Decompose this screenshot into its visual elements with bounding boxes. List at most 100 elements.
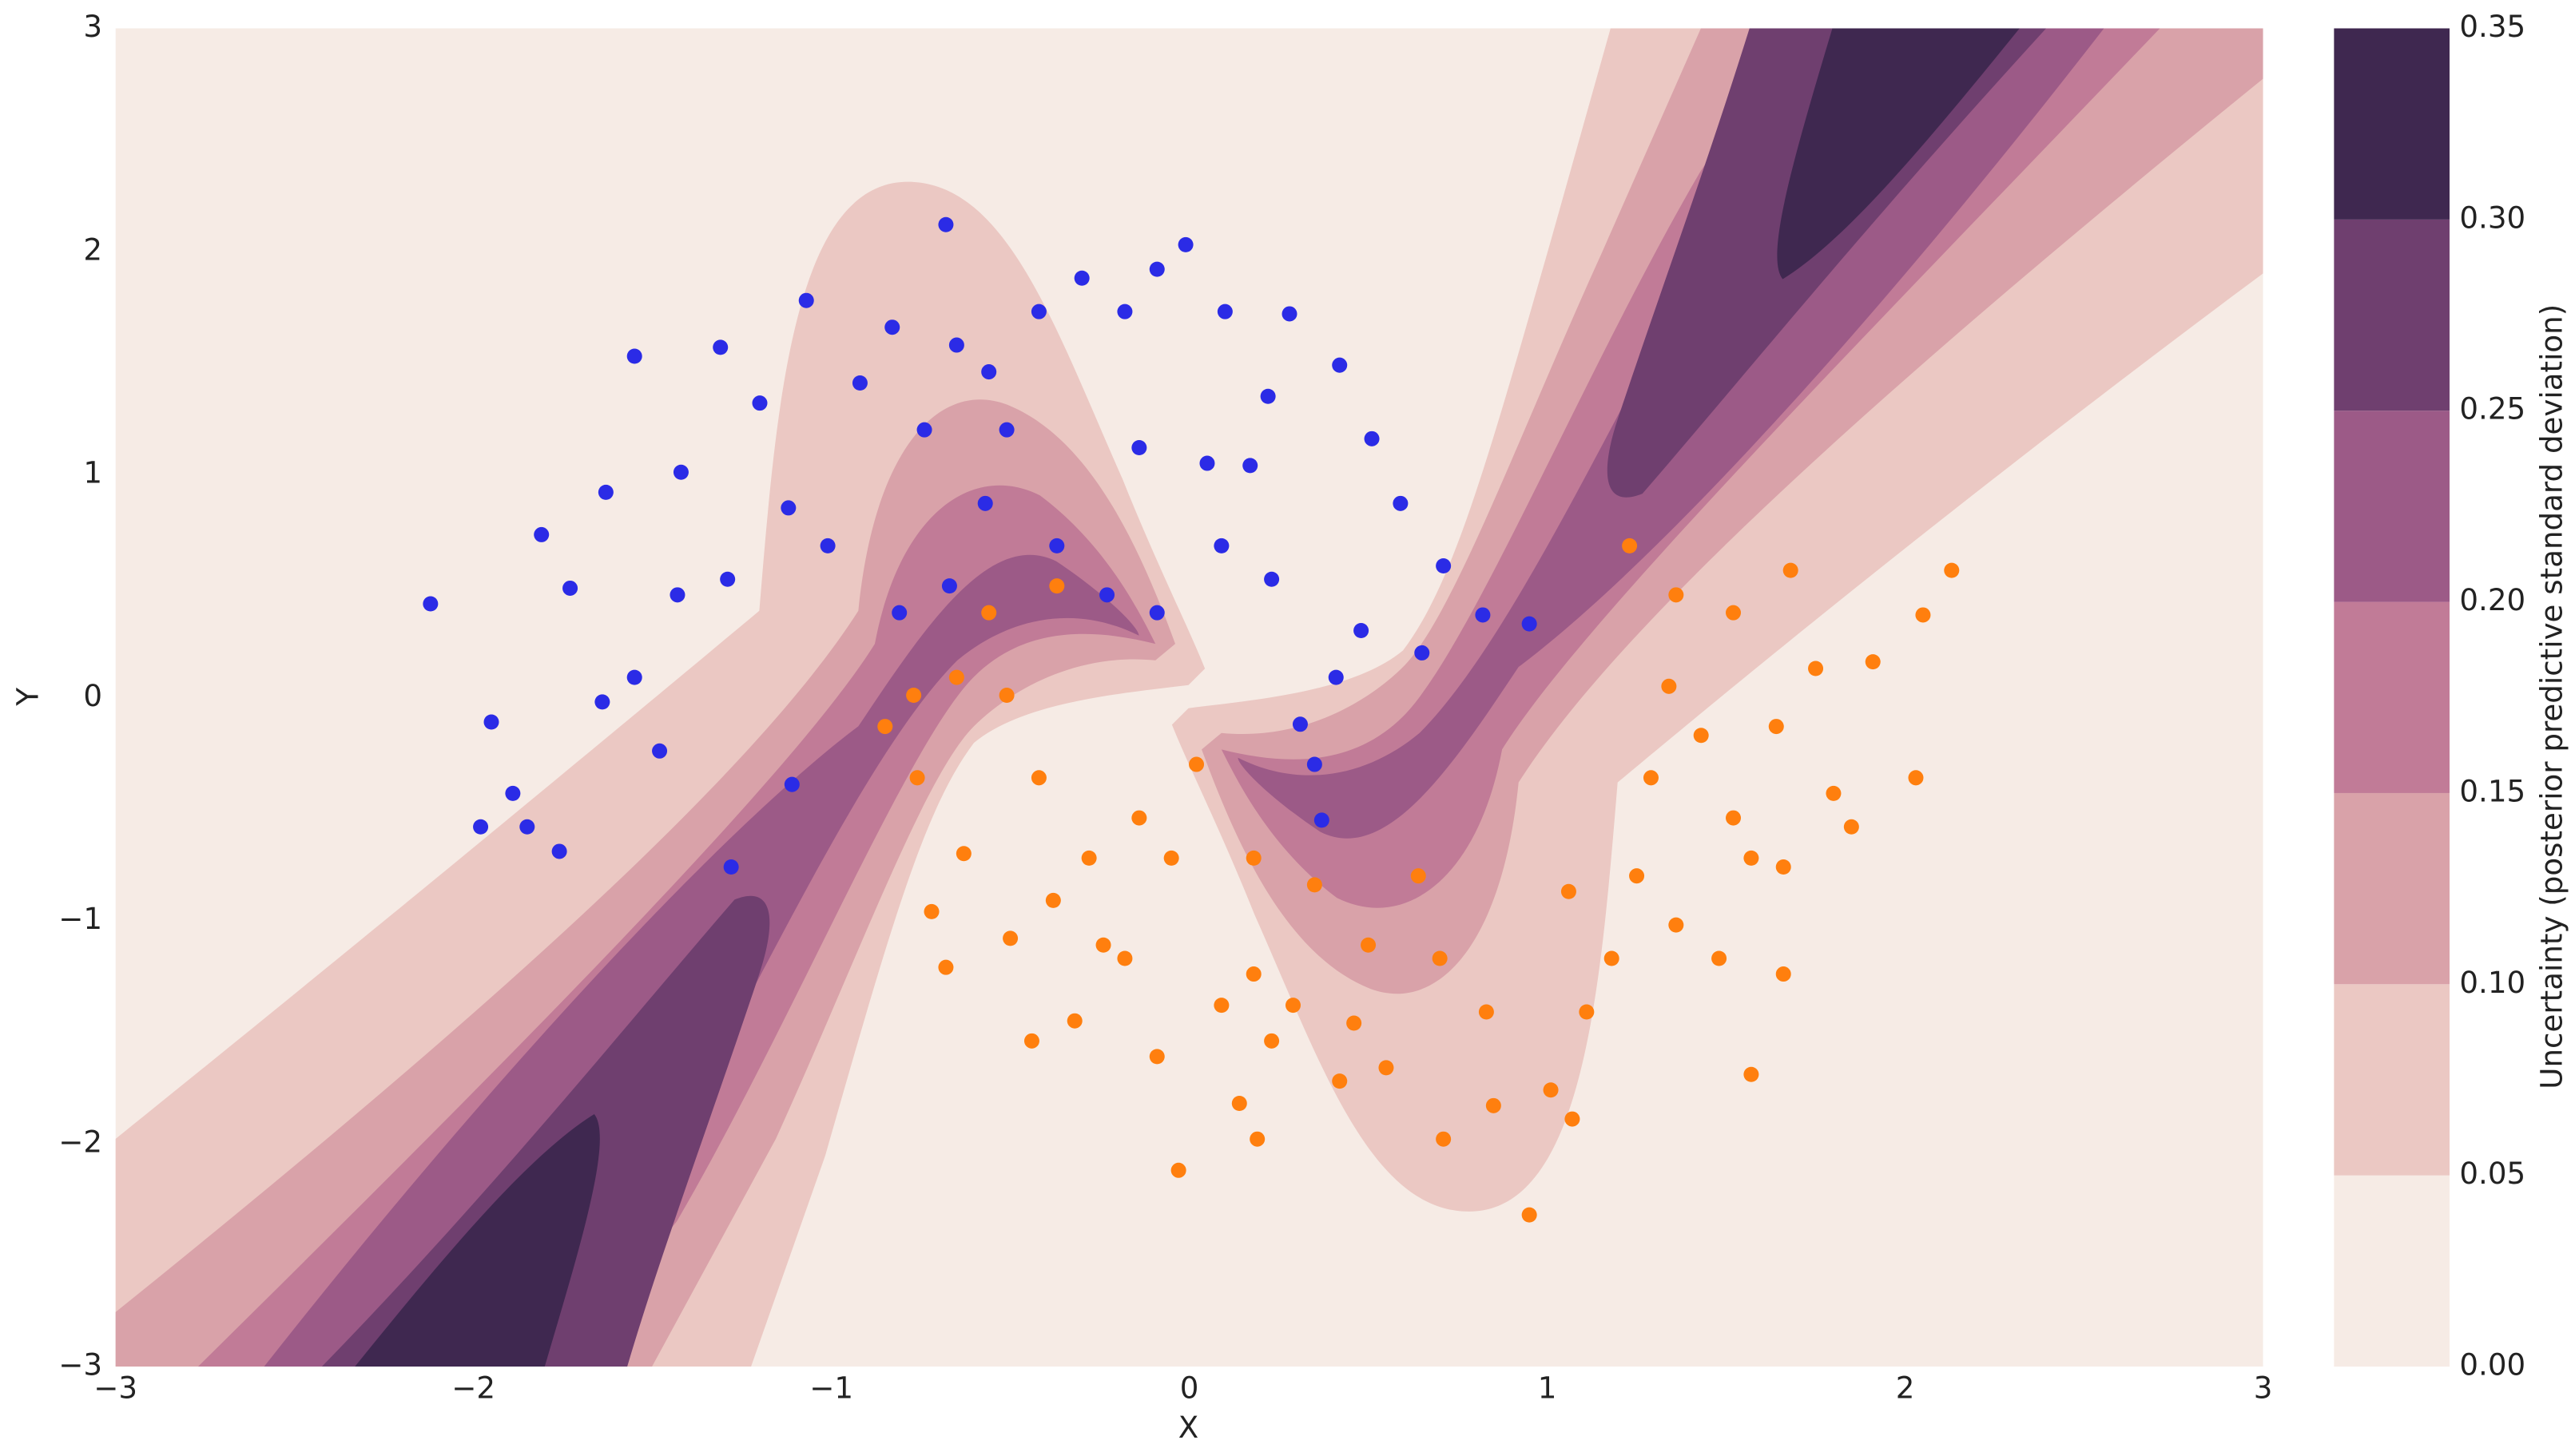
- scatter-point: [784, 776, 800, 792]
- scatter-point: [1031, 770, 1047, 786]
- scatter-point: [473, 819, 489, 835]
- scatter-point: [1332, 1073, 1348, 1089]
- colorbar-tick-label: 0.10: [2459, 965, 2525, 1000]
- scatter-point: [670, 587, 685, 603]
- scatter-point: [1246, 850, 1262, 866]
- scatter-point: [1049, 538, 1065, 553]
- scatter-point: [713, 339, 729, 355]
- y-tick-label: 1: [83, 455, 102, 490]
- scatter-point: [1117, 950, 1133, 966]
- y-tick-label: −2: [58, 1124, 102, 1159]
- scatter-point: [1178, 236, 1194, 252]
- scatter-point: [1170, 1162, 1186, 1178]
- scatter-point: [1199, 455, 1215, 471]
- scatter-point: [1693, 728, 1709, 744]
- scatter-point: [877, 719, 893, 735]
- colorbar-tick-label: 0.05: [2459, 1156, 2525, 1191]
- scatter-point: [884, 319, 900, 335]
- scatter-point: [1003, 930, 1019, 946]
- scatter-point: [977, 495, 993, 511]
- colorbar-tick-label: 0.30: [2459, 200, 2525, 235]
- scatter-point: [1131, 810, 1147, 826]
- scatter-point: [534, 526, 550, 542]
- scatter-point: [1564, 1111, 1580, 1127]
- scatter-point: [1668, 587, 1684, 603]
- scatter-point: [981, 364, 997, 380]
- scatter-point: [1410, 868, 1426, 884]
- scatter-point: [626, 348, 642, 364]
- x-tick-label: 0: [1180, 1370, 1199, 1405]
- scatter-point: [1478, 1004, 1494, 1020]
- scatter-point: [941, 578, 957, 594]
- colorbar-label: Uncertainty (posterior predictive standa…: [2534, 304, 2569, 1089]
- scatter-point: [1826, 785, 1842, 801]
- scatter-point: [1067, 1013, 1083, 1029]
- colorbar-tick-label: 0.35: [2459, 9, 2525, 44]
- scatter-point: [938, 959, 954, 975]
- scatter-point: [723, 859, 739, 875]
- scatter-point: [1346, 1015, 1362, 1031]
- x-tick-label: 1: [1538, 1370, 1557, 1405]
- scatter-point: [906, 687, 922, 703]
- scatter-point: [598, 484, 614, 500]
- y-tick-label: 3: [83, 9, 102, 44]
- scatter-point: [519, 819, 535, 835]
- contour-band: [1607, 28, 2047, 498]
- scatter-point: [1521, 616, 1537, 632]
- x-tick-label: −2: [451, 1370, 495, 1405]
- scatter-point: [916, 422, 932, 438]
- scatter-point: [1393, 495, 1409, 511]
- colorbar-tick-label: 0.25: [2459, 391, 2525, 426]
- y-axis-label: Y: [10, 688, 46, 707]
- scatter-point: [1726, 810, 1742, 826]
- x-tick-label: −1: [809, 1370, 853, 1405]
- scatter-point: [1328, 669, 1344, 685]
- scatter-point: [1361, 937, 1377, 953]
- scatter-point: [1332, 357, 1348, 373]
- scatter-point: [1414, 645, 1430, 661]
- colorbar-tick-label: 0.00: [2459, 1347, 2525, 1383]
- scatter-point: [1214, 538, 1230, 553]
- scatter-point: [1306, 756, 1322, 772]
- scatter-point: [798, 292, 814, 308]
- scatter-point: [551, 843, 567, 859]
- scatter-point: [1521, 1207, 1537, 1223]
- colorbar-segment: [2334, 411, 2450, 602]
- scatter-point: [1282, 306, 1297, 322]
- scatter-point: [956, 846, 972, 862]
- scatter-point: [1743, 1066, 1759, 1082]
- scatter-point: [1117, 303, 1133, 319]
- colorbar-segment: [2334, 219, 2450, 411]
- scatter-point: [720, 571, 736, 587]
- scatter-point: [1775, 966, 1791, 982]
- scatter-point: [483, 714, 499, 730]
- scatter-point: [1353, 622, 1369, 639]
- scatter-point: [1726, 605, 1742, 621]
- scatter-point: [1306, 877, 1322, 893]
- scatter-point: [1285, 998, 1301, 1014]
- scatter-point: [1629, 868, 1645, 884]
- scatter-point: [781, 500, 797, 516]
- scatter-point: [1264, 1033, 1280, 1049]
- scatter-point: [1603, 950, 1619, 966]
- scatter-point: [1031, 303, 1047, 319]
- scatter-point: [938, 216, 954, 232]
- scatter-point: [1364, 430, 1380, 446]
- scatter-point: [999, 687, 1015, 703]
- scatter-point: [562, 580, 578, 596]
- scatter-point: [1292, 716, 1308, 732]
- contour: [115, 28, 2263, 1367]
- contour-lower-left: [115, 181, 1206, 1367]
- scatter-point: [1432, 950, 1448, 966]
- scatter-point: [1099, 587, 1115, 603]
- scatter-point: [1214, 998, 1230, 1014]
- scatter-point: [1560, 883, 1576, 899]
- scatter-point: [924, 903, 940, 919]
- scatter-point: [1775, 859, 1791, 875]
- scatter-point: [1250, 1131, 1266, 1147]
- scatter-point: [948, 669, 964, 685]
- scatter-point: [1378, 1060, 1394, 1076]
- y-tick-label: 0: [83, 678, 102, 713]
- scatter-point: [1908, 770, 1924, 786]
